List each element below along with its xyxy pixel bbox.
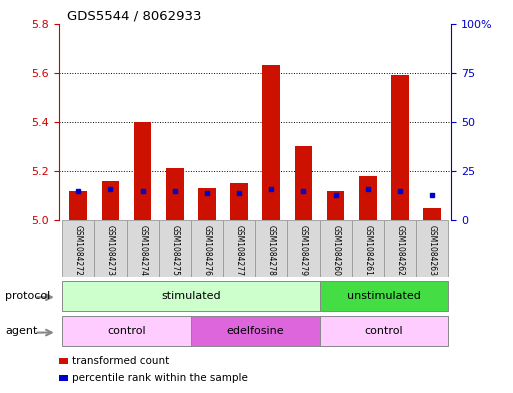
- Bar: [359, 176, 377, 220]
- Text: GSM1084261: GSM1084261: [363, 225, 372, 275]
- Bar: [127, 220, 159, 277]
- Bar: [384, 220, 416, 277]
- Text: GSM1084278: GSM1084278: [267, 225, 276, 275]
- Text: GSM1084273: GSM1084273: [106, 225, 115, 275]
- Text: GSM1084274: GSM1084274: [138, 225, 147, 275]
- Bar: [230, 183, 248, 220]
- Bar: [69, 191, 87, 220]
- Bar: [320, 220, 352, 277]
- Bar: [294, 146, 312, 220]
- Bar: [134, 122, 151, 220]
- Bar: [166, 169, 184, 220]
- Bar: [94, 220, 127, 277]
- Bar: [423, 208, 441, 220]
- Text: control: control: [107, 326, 146, 336]
- Text: GSM1084279: GSM1084279: [299, 225, 308, 275]
- Bar: [62, 281, 320, 311]
- Text: GSM1084260: GSM1084260: [331, 225, 340, 275]
- Text: stimulated: stimulated: [161, 291, 221, 301]
- Bar: [416, 220, 448, 277]
- Bar: [191, 220, 223, 277]
- Text: control: control: [365, 326, 403, 336]
- Bar: [191, 316, 320, 346]
- Text: unstimulated: unstimulated: [347, 291, 421, 301]
- Text: GSM1084277: GSM1084277: [234, 225, 244, 275]
- Text: GDS5544 / 8062933: GDS5544 / 8062933: [67, 10, 201, 23]
- Bar: [327, 191, 345, 220]
- Text: transformed count: transformed count: [72, 356, 169, 366]
- Text: edelfosine: edelfosine: [226, 326, 284, 336]
- Text: GSM1084275: GSM1084275: [170, 225, 180, 275]
- Text: GSM1084276: GSM1084276: [203, 225, 211, 275]
- Bar: [223, 220, 255, 277]
- Bar: [198, 188, 216, 220]
- Bar: [320, 281, 448, 311]
- Bar: [159, 220, 191, 277]
- Bar: [102, 181, 120, 220]
- Text: GSM1084263: GSM1084263: [428, 225, 437, 275]
- Text: percentile rank within the sample: percentile rank within the sample: [72, 373, 248, 383]
- Bar: [287, 220, 320, 277]
- Bar: [62, 220, 94, 277]
- Bar: [320, 316, 448, 346]
- Bar: [263, 65, 280, 220]
- Bar: [255, 220, 287, 277]
- Bar: [62, 316, 191, 346]
- Text: GSM1084262: GSM1084262: [396, 225, 404, 275]
- Text: protocol: protocol: [5, 291, 50, 301]
- Text: GSM1084272: GSM1084272: [74, 225, 83, 275]
- Bar: [391, 75, 409, 220]
- Text: agent: agent: [5, 326, 37, 336]
- Bar: [352, 220, 384, 277]
